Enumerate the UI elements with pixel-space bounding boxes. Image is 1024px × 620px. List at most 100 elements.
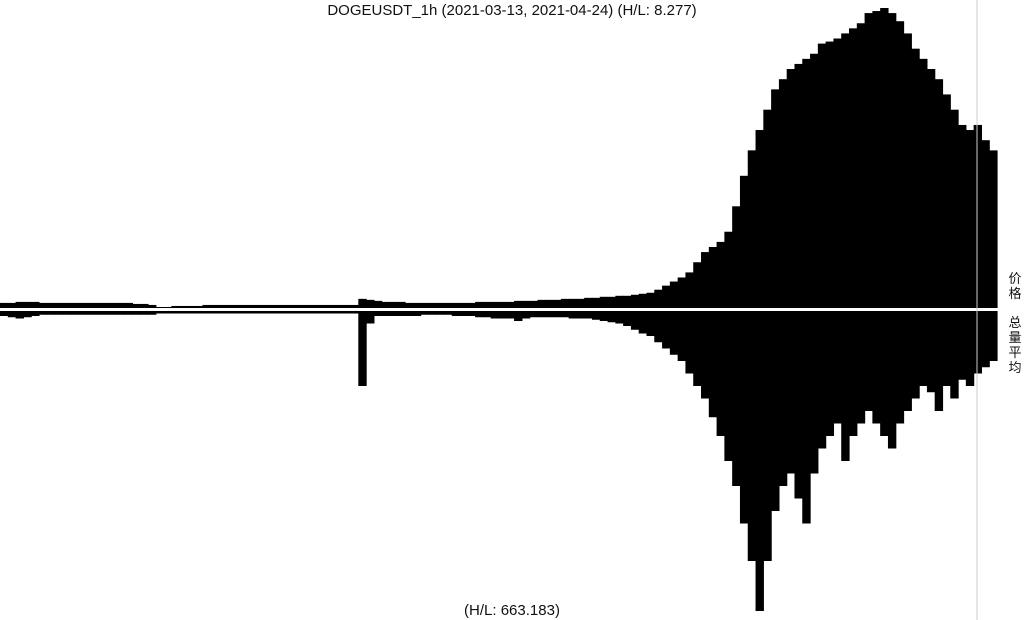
- price-bar: [334, 304, 344, 308]
- volume-label-char: 总: [1008, 316, 1022, 331]
- price-bar: [70, 302, 79, 308]
- volume-bar: [15, 311, 24, 319]
- price-bar: [62, 302, 71, 308]
- volume-bar: [553, 311, 562, 318]
- volume-bar: [630, 311, 640, 330]
- price-bar: [630, 294, 640, 308]
- price-bar: [85, 302, 95, 308]
- price-bar: [864, 13, 873, 309]
- volume-bar: [412, 311, 422, 316]
- price-bar: [537, 299, 546, 308]
- volume-bar: [319, 311, 328, 314]
- price-bar: [560, 298, 570, 308]
- price-bar: [950, 109, 959, 308]
- price-bar: [327, 304, 336, 308]
- volume-bar: [716, 311, 725, 436]
- volume-bar: [38, 311, 48, 315]
- price-bar: [373, 300, 383, 308]
- price-bar: [179, 305, 188, 308]
- price-bar: [319, 304, 328, 308]
- price-bar: [280, 304, 289, 308]
- volume-bar: [132, 311, 141, 315]
- price-bar: [701, 252, 710, 308]
- volume-bar: [856, 311, 866, 424]
- volume-bar: [591, 311, 601, 320]
- price-bar: [436, 302, 445, 308]
- volume-bar: [288, 311, 297, 314]
- volume-bar: [171, 311, 180, 314]
- price-bar: [568, 298, 577, 308]
- price-bar: [662, 285, 671, 308]
- price-bar: [724, 231, 733, 308]
- volume-bar: [950, 311, 959, 399]
- price-bar: [15, 301, 24, 308]
- price-bar: [101, 302, 110, 308]
- price-bar: [607, 296, 616, 308]
- volume-bar: [615, 311, 624, 324]
- price-bar: [443, 302, 453, 308]
- volume-bar: [872, 311, 881, 424]
- volume-bar: [350, 311, 359, 314]
- volume-bar: [62, 311, 71, 315]
- price-bar: [257, 304, 266, 308]
- volume-bar: [677, 311, 687, 361]
- volume-label-char: 量: [1008, 331, 1022, 346]
- price-bar: [23, 301, 32, 308]
- price-bar: [880, 8, 889, 308]
- price-bar: [358, 298, 367, 308]
- price-bar: [615, 295, 624, 308]
- price-bar: [0, 302, 9, 308]
- volume-bar: [568, 311, 577, 319]
- volume-bar: [607, 311, 616, 323]
- price-bar: [584, 297, 593, 308]
- volume-bar: [506, 311, 515, 319]
- price-bar: [140, 303, 149, 308]
- price-bar: [233, 304, 243, 308]
- price-bar: [311, 304, 320, 308]
- price-bar: [677, 277, 687, 308]
- chart-title: DOGEUSDT_1h (2021-03-13, 2021-04-24) (H/…: [327, 2, 697, 19]
- price-bar: [693, 262, 702, 308]
- price-bar: [77, 302, 87, 308]
- volume-bar: [771, 311, 780, 511]
- volume-bar: [482, 311, 492, 318]
- price-bar: [498, 301, 507, 308]
- price-bar: [366, 299, 375, 308]
- volume-bar: [490, 311, 500, 319]
- price-bar: [919, 58, 928, 308]
- chart-footer: (H/L: 663.183): [464, 602, 560, 619]
- volume-bar: [989, 311, 998, 361]
- volume-bar: [778, 311, 788, 486]
- price-bar: [514, 300, 523, 308]
- price-bar: [7, 302, 17, 308]
- price-bar: [903, 33, 912, 309]
- volume-bar: [249, 311, 258, 314]
- price-bar: [872, 11, 881, 309]
- volume-bar: [576, 311, 585, 319]
- volume-bar: [638, 311, 648, 334]
- price-bar: [833, 38, 842, 308]
- price-bar: [778, 79, 788, 308]
- volume-bar: [77, 311, 87, 315]
- price-bar: [459, 302, 468, 308]
- price-bar: [856, 23, 866, 308]
- price-label-char: 价: [1008, 272, 1022, 287]
- price-bar: [521, 300, 531, 308]
- volume-bar: [280, 311, 289, 314]
- price-bar: [989, 150, 998, 308]
- volume-bar: [31, 311, 40, 316]
- volume-bar: [467, 311, 476, 316]
- volume-label-char: 平: [1008, 346, 1022, 361]
- price-bar: [849, 28, 858, 309]
- volume-bar: [241, 311, 250, 314]
- volume-bar: [739, 311, 749, 524]
- volume-bar: [584, 311, 593, 319]
- price-bar: [163, 306, 172, 308]
- volume-bar: [887, 311, 897, 449]
- volume-bar: [218, 311, 227, 314]
- volume-bar: [794, 311, 803, 499]
- price-bar: [934, 79, 944, 308]
- volume-bar: [498, 311, 507, 319]
- panel-separator: [0, 308, 997, 311]
- volume-bar: [926, 311, 936, 393]
